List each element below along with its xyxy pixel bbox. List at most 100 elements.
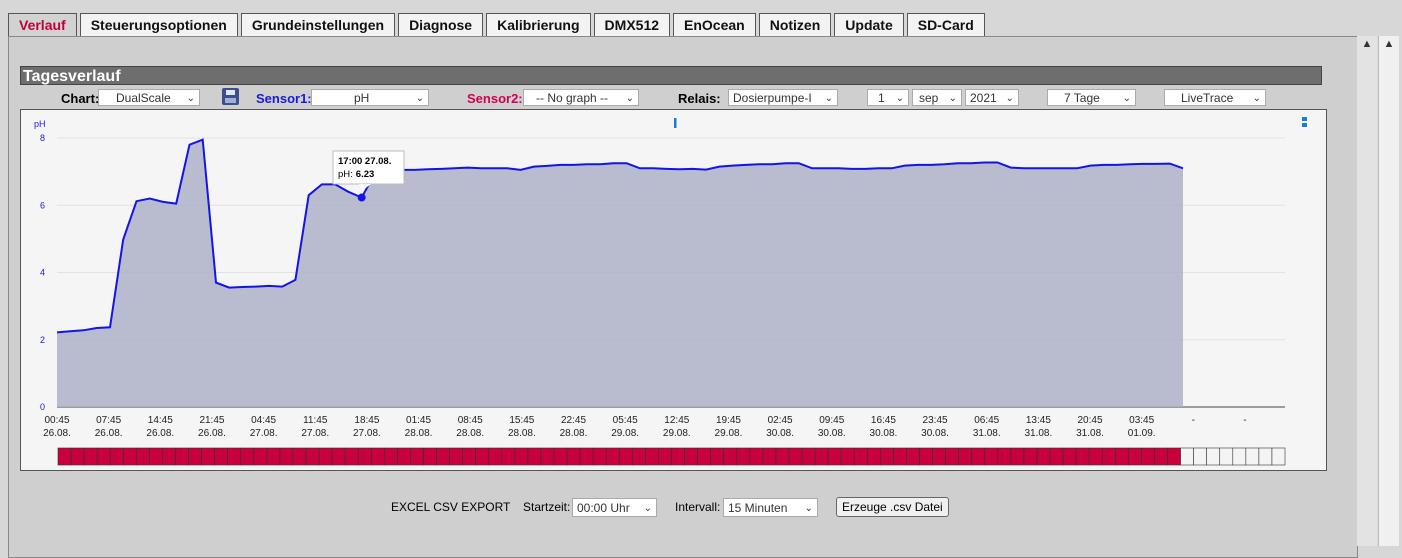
x-tick-date: 29.08. bbox=[611, 428, 639, 439]
tooltip-ph-label: pH: bbox=[338, 169, 353, 180]
status-cell bbox=[370, 447, 385, 466]
status-cell bbox=[1062, 447, 1077, 466]
status-cell bbox=[1271, 447, 1286, 466]
x-tick-date: 27.08. bbox=[250, 428, 278, 439]
tab-sd-card[interactable]: SD-Card bbox=[906, 13, 985, 36]
chevron-down-icon: ⌄ bbox=[804, 503, 813, 514]
x-tick-time: 15:45 bbox=[509, 415, 534, 426]
day-select[interactable]: 1 ⌄ bbox=[867, 89, 909, 106]
status-cell bbox=[357, 447, 372, 466]
status-cell bbox=[462, 447, 477, 466]
tab-kalibrierung[interactable]: Kalibrierung bbox=[486, 13, 591, 36]
status-cell bbox=[1180, 447, 1194, 466]
x-tick-date: 28.08. bbox=[560, 428, 588, 439]
x-tick-date: 27.08. bbox=[353, 428, 381, 439]
y-tick-label: 6 bbox=[40, 200, 45, 210]
status-cell bbox=[344, 447, 359, 466]
status-cell bbox=[592, 447, 607, 466]
y-tick-label: 0 bbox=[40, 402, 45, 412]
tab-update[interactable]: Update bbox=[834, 13, 904, 36]
interval-select[interactable]: 15 Minuten ⌄ bbox=[723, 498, 818, 517]
status-cell bbox=[201, 447, 215, 466]
status-cell bbox=[188, 447, 202, 466]
tab-dmx512[interactable]: DMX512 bbox=[593, 13, 671, 36]
status-cell bbox=[1128, 447, 1142, 466]
chevron-down-icon: ⌄ bbox=[895, 93, 904, 104]
tab-diagnose[interactable]: Diagnose bbox=[398, 13, 484, 36]
x-tick-time: 02:45 bbox=[768, 415, 793, 426]
status-cell bbox=[475, 447, 490, 466]
legend-marker-icon[interactable] bbox=[1302, 117, 1307, 121]
mode-select[interactable]: LiveTrace ⌄ bbox=[1164, 89, 1266, 106]
chart-type-value: DualScale bbox=[116, 91, 171, 105]
start-time-select[interactable]: 00:00 Uhr ⌄ bbox=[572, 498, 657, 517]
relais-select[interactable]: Dosierpumpe-I ⌄ bbox=[728, 89, 838, 106]
tooltip-label: pH: 6.23 bbox=[338, 169, 374, 180]
sensor1-select[interactable]: pH ⌄ bbox=[311, 89, 429, 106]
sensor2-label: Sensor2: bbox=[467, 91, 523, 106]
x-tick-date: 26.08. bbox=[146, 428, 174, 439]
chart-area[interactable]: pH 0 2 4 6 8 00:45 26.08. 07:45 26.08. 14:45 26.0… bbox=[20, 109, 1327, 471]
tab-notizen[interactable]: Notizen bbox=[758, 13, 832, 36]
status-cell bbox=[658, 447, 672, 466]
status-cell bbox=[253, 447, 268, 466]
status-cell bbox=[880, 447, 894, 466]
status-cell bbox=[318, 447, 333, 466]
range-select[interactable]: 7 Tage ⌄ bbox=[1047, 89, 1136, 106]
y-axis-label: pH bbox=[34, 119, 46, 129]
ph-chart[interactable]: pH 0 2 4 6 8 00:45 26.08. 07:45 26.08. 14:45 26.0… bbox=[21, 110, 1326, 470]
legend-marker-icon[interactable] bbox=[1302, 123, 1307, 127]
scroll-up-icon[interactable]: ▲ bbox=[1383, 38, 1395, 50]
x-tick-time: - bbox=[1243, 415, 1246, 426]
tab-verlauf[interactable]: Verlauf bbox=[8, 13, 77, 37]
outer-scrollbar[interactable]: ▲ bbox=[1378, 36, 1399, 546]
inner-scrollbar[interactable]: ▲ bbox=[1357, 36, 1377, 546]
status-cell bbox=[1115, 447, 1129, 466]
status-cell bbox=[814, 447, 829, 466]
chevron-down-icon: ⌄ bbox=[948, 93, 957, 104]
status-cell bbox=[449, 447, 463, 466]
status-cell bbox=[1258, 447, 1273, 466]
status-cell bbox=[749, 447, 764, 466]
status-cell bbox=[632, 447, 646, 466]
status-cell bbox=[684, 447, 698, 466]
status-cell bbox=[801, 447, 816, 466]
scroll-up-icon[interactable]: ▲ bbox=[1361, 38, 1373, 50]
status-cell bbox=[723, 447, 738, 466]
x-tick-time: 08:45 bbox=[458, 415, 483, 426]
month-select[interactable]: sep ⌄ bbox=[912, 89, 962, 106]
status-cell bbox=[1232, 447, 1247, 466]
year-select[interactable]: 2021 ⌄ bbox=[965, 89, 1019, 106]
section-title: Tagesverlauf bbox=[20, 66, 1322, 85]
status-cell bbox=[710, 447, 725, 466]
x-tick-date: 27.08. bbox=[301, 428, 329, 439]
status-cell bbox=[866, 447, 881, 466]
status-cell bbox=[175, 447, 189, 466]
sensor2-select[interactable]: -- No graph -- ⌄ bbox=[523, 89, 639, 106]
x-tick-time: 00:45 bbox=[44, 415, 69, 426]
chevron-down-icon: ⌄ bbox=[415, 93, 424, 104]
status-cell bbox=[514, 447, 529, 466]
tab-grundeinstellungen[interactable]: Grundeinstellungen bbox=[240, 13, 396, 36]
status-cell bbox=[436, 447, 450, 466]
status-cell bbox=[488, 447, 503, 466]
x-tick-time: 06:45 bbox=[974, 415, 999, 426]
chart-type-select[interactable]: DualScale ⌄ bbox=[98, 89, 200, 106]
chevron-down-icon: ⌄ bbox=[824, 93, 833, 104]
status-cell bbox=[579, 447, 594, 466]
range-marker[interactable] bbox=[674, 118, 677, 128]
status-cell bbox=[279, 447, 294, 466]
status-cell bbox=[1023, 447, 1038, 466]
status-cell bbox=[136, 447, 150, 466]
tab-enocean[interactable]: EnOcean bbox=[673, 13, 756, 36]
tab-steuerungsoptionen[interactable]: Steuerungsoptionen bbox=[79, 13, 238, 36]
x-tick-time: 05:45 bbox=[613, 415, 638, 426]
x-tick-time: 20:45 bbox=[1078, 415, 1103, 426]
mode-value: LiveTrace bbox=[1181, 91, 1234, 105]
save-icon[interactable] bbox=[222, 88, 239, 105]
ph-area bbox=[57, 139, 1183, 407]
status-cell bbox=[1141, 447, 1155, 466]
create-csv-button[interactable]: Erzeuge .csv Datei bbox=[836, 497, 949, 517]
status-cell bbox=[971, 447, 986, 466]
x-tick-time: 14:45 bbox=[148, 415, 173, 426]
